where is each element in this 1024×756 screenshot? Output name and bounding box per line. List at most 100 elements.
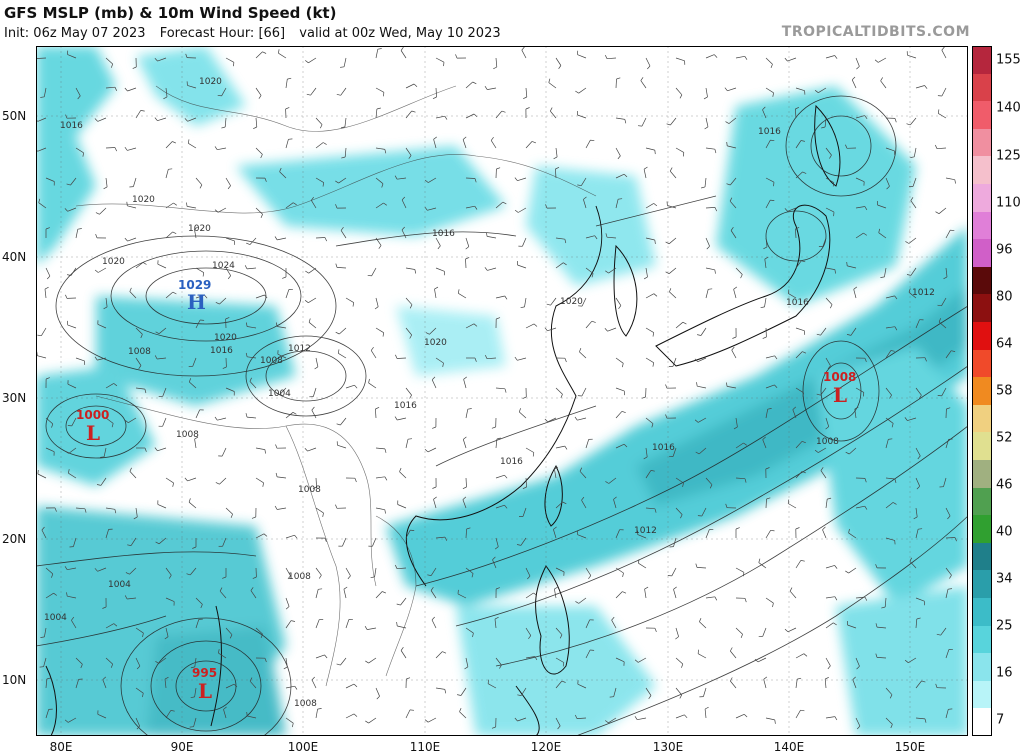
wind-barb <box>855 177 865 183</box>
wind-barb <box>162 417 167 427</box>
wind-barb <box>525 447 534 453</box>
wind-barb <box>915 717 926 720</box>
wind-barb-flag <box>916 485 920 490</box>
wind-barb <box>495 438 498 449</box>
wind-barb-flag <box>605 481 609 484</box>
wind-barb <box>878 232 887 239</box>
wind-barb <box>315 589 319 599</box>
wind-barb-flag <box>432 96 437 100</box>
wind-barb <box>495 295 505 299</box>
wind-barb <box>67 207 77 212</box>
wind-barb <box>671 567 677 577</box>
wind-barb-flag <box>714 207 718 212</box>
wind-barb-flag <box>714 54 718 58</box>
wind-barb-flag <box>292 411 297 415</box>
wind-barb <box>705 117 709 127</box>
wind-barb-flag <box>770 64 773 69</box>
wind-barb-flag <box>558 65 562 70</box>
wind-barb-flag <box>370 346 374 351</box>
wind-barb-flag <box>184 118 188 122</box>
wind-barb <box>187 85 197 89</box>
wind-barb <box>308 297 317 303</box>
wind-barb <box>704 177 707 187</box>
wind-barb <box>315 237 326 239</box>
wind-barb <box>405 439 409 449</box>
wind-barb <box>820 387 827 396</box>
wind-barb <box>397 417 407 421</box>
wind-barb-flag <box>214 146 218 150</box>
wind-barb <box>375 327 384 333</box>
low-center[interactable]: 1000 L <box>76 408 109 445</box>
wind-barb-flag <box>164 636 169 640</box>
wind-barb <box>643 169 647 179</box>
wind-barb-flag <box>275 444 278 449</box>
wind-barb <box>105 297 108 307</box>
wind-barb <box>433 499 437 509</box>
wind-barb-flag <box>444 536 448 541</box>
wind-barb-flag <box>832 182 835 187</box>
wind-barb <box>615 387 625 392</box>
wind-barb-flag <box>172 482 174 487</box>
wind-barb-flag <box>306 93 311 96</box>
high-center[interactable]: 1029 H <box>178 278 211 314</box>
wind-barb <box>45 177 55 182</box>
wind-barb <box>188 143 197 149</box>
wind-barb-flag <box>401 226 405 231</box>
wind-barb-flag <box>384 448 387 453</box>
wind-barb <box>67 595 77 599</box>
wind-barb <box>765 597 774 604</box>
wind-barb-flag <box>845 451 850 455</box>
wind-barb <box>368 657 377 664</box>
wind-barb <box>824 117 827 128</box>
lat-label: 30N <box>2 391 27 405</box>
wind-barb <box>735 567 745 573</box>
wind-barb <box>885 177 890 187</box>
wind-barb-flag <box>457 289 460 294</box>
wind-barb <box>945 507 951 517</box>
wind-barb <box>428 177 437 183</box>
wind-barb-flag <box>318 588 323 590</box>
wind-barb-flag <box>443 62 445 67</box>
colorbar-label: 40 <box>996 524 1013 540</box>
wind-barb <box>825 499 828 509</box>
wind-barb <box>45 592 54 599</box>
wind-barb-flag <box>67 274 72 276</box>
wind-barb-flag <box>590 139 595 142</box>
wind-barb <box>885 387 892 396</box>
wind-barb-flag <box>714 596 718 601</box>
wind-barb-flag <box>376 107 381 110</box>
wind-barb-flag <box>304 300 309 303</box>
wind-barb <box>340 417 347 426</box>
wind-barb <box>825 716 835 719</box>
wind-barb <box>75 229 79 239</box>
wind-barb-flag <box>319 124 323 129</box>
wind-barb <box>430 590 437 599</box>
wind-barb <box>465 657 469 667</box>
wind-barb <box>795 171 803 179</box>
wind-barb <box>285 685 295 689</box>
wind-barb <box>645 267 648 277</box>
wind-barb-flag <box>492 556 496 560</box>
wind-barb <box>825 622 834 629</box>
wind-barb <box>525 477 527 488</box>
wind-barb <box>555 627 563 635</box>
low-center[interactable]: 1008 L <box>823 370 856 407</box>
wind-barb-flag <box>588 575 592 580</box>
low-center-symbol: L <box>198 679 212 703</box>
wind-barb-flag <box>455 54 458 59</box>
wind-barb-flag <box>770 529 775 532</box>
wind-barb <box>45 567 54 575</box>
wind-barb-flag <box>834 596 838 601</box>
wind-barb <box>221 447 227 457</box>
wind-barb-flag <box>324 654 328 659</box>
wind-barb <box>100 477 107 486</box>
low-center[interactable]: 995 L <box>192 666 217 703</box>
wind-barb-flag <box>253 126 257 130</box>
wind-barb-flag <box>424 719 429 723</box>
weather-map[interactable]: 1020 1016 1020 1020 1020 1016 1024 1020 … <box>36 46 968 736</box>
wind-barb <box>555 57 562 66</box>
wind-barb <box>405 83 415 89</box>
wind-barb <box>157 504 167 509</box>
wind-barb-flag <box>845 144 848 149</box>
wind-barb <box>795 140 802 149</box>
